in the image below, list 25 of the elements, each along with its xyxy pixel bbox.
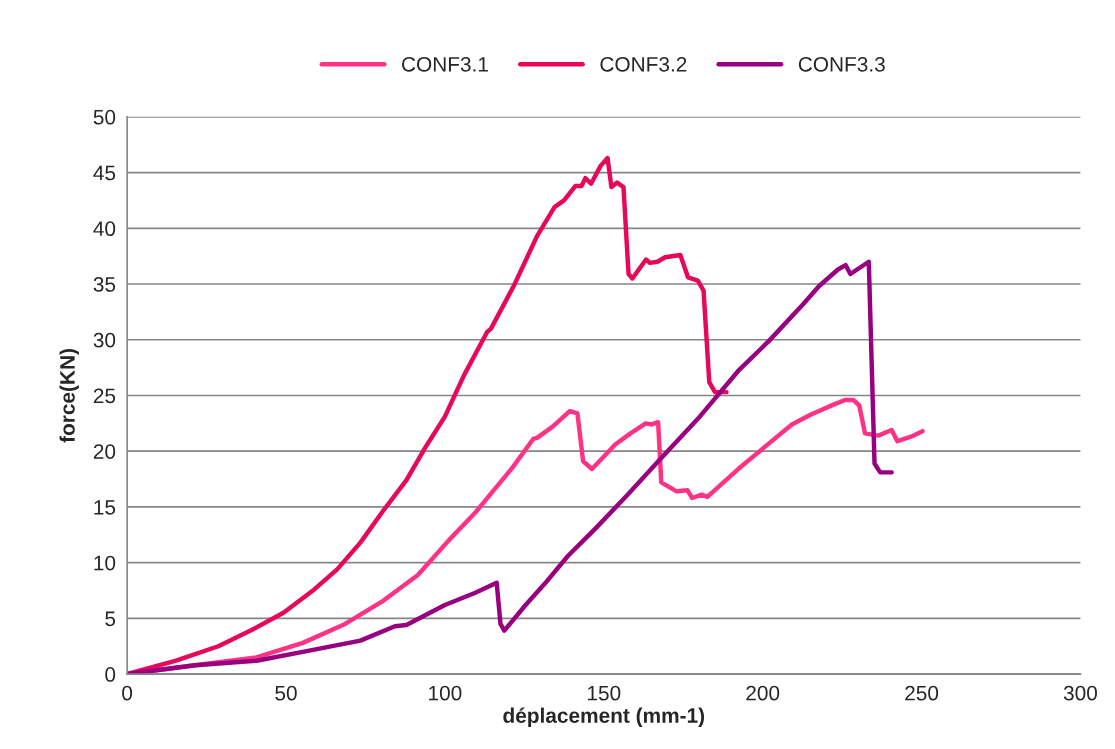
x-tick-label: 100 [429,685,462,701]
x-tick-label: 150 [587,685,621,701]
x-tick-label: 250 [905,685,939,701]
line-series [127,259,894,675]
y-tick-label: 50 [93,109,116,125]
y-tick-label: 40 [93,221,116,237]
y-tick-label: 0 [105,667,116,682]
legend-label: CONF3.3 [798,56,885,72]
x-tick-label: 50 [275,685,297,701]
y-tick-label: 5 [105,611,116,627]
y-tick-label: 35 [93,277,116,292]
x-tick-label: 300 [1063,685,1097,701]
x-tick-label: 200 [746,685,780,701]
y-tick-label: 20 [93,444,116,459]
y-tick-label: 10 [94,555,116,571]
x-axis-title: déplacement (mm-1) [503,707,705,728]
legend-label: CONF3.2 [600,56,687,72]
y-tick-label: 15 [94,500,116,515]
line-series [127,155,729,675]
y-tick-label: 25 [93,388,116,404]
legend-label: CONF3.1 [402,56,488,72]
y-tick-label: 45 [93,165,116,181]
y-axis-title: force(KN) [59,349,79,443]
x-tick-label: 0 [122,685,133,701]
y-tick-label: 30 [93,332,116,348]
